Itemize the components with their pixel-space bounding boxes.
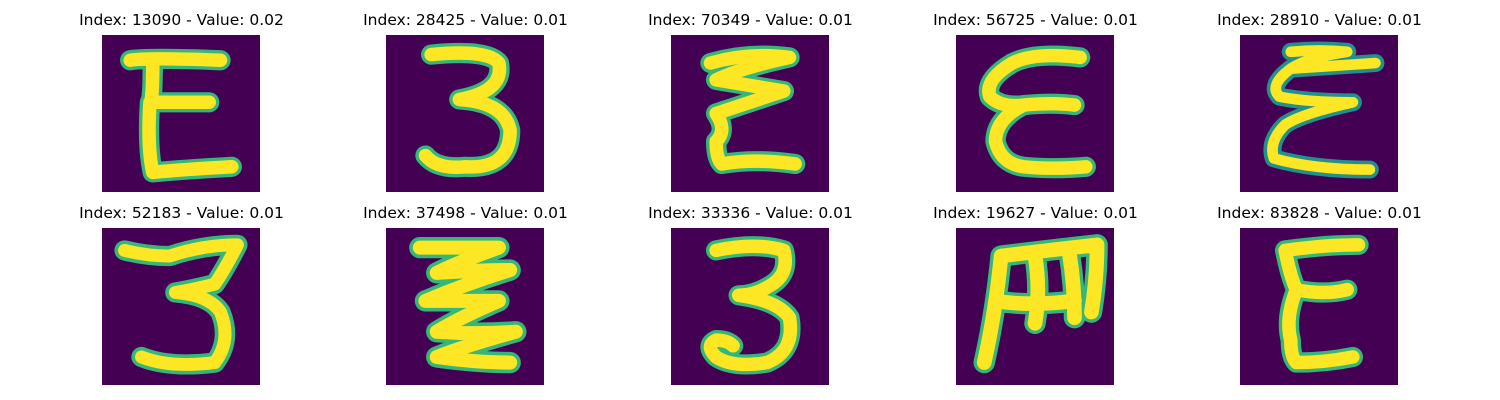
panel-title: Index: 28425 - Value: 0.01: [363, 11, 568, 29]
digit-image: [1240, 228, 1398, 385]
digit-image: [386, 228, 544, 385]
panel-title: Index: 37498 - Value: 0.01: [363, 204, 568, 222]
panel-3: Index: 70349 - Value: 0.01: [608, 0, 893, 192]
panel-title: Index: 52183 - Value: 0.01: [79, 204, 284, 222]
digit-image: [1240, 35, 1398, 192]
panel-title: Index: 70349 - Value: 0.01: [648, 11, 853, 29]
digit-image: [671, 35, 829, 192]
panel-7: Index: 37498 - Value: 0.01: [323, 193, 608, 385]
panel-6: Index: 52183 - Value: 0.01: [39, 193, 324, 385]
digit-image: [956, 228, 1114, 385]
digit-image: [671, 228, 829, 385]
panel-title: Index: 56725 - Value: 0.01: [933, 11, 1138, 29]
digit-image: [956, 35, 1114, 192]
panel-10: Index: 83828 - Value: 0.01: [1177, 193, 1462, 385]
panel-title: Index: 28910 - Value: 0.01: [1217, 11, 1422, 29]
panel-1: Index: 13090 - Value: 0.02: [39, 0, 324, 192]
panel-5: Index: 28910 - Value: 0.01: [1177, 0, 1462, 192]
panel-title: Index: 13090 - Value: 0.02: [79, 11, 284, 29]
panel-4: Index: 56725 - Value: 0.01: [893, 0, 1178, 192]
digit-image: [102, 228, 260, 385]
panel-title: Index: 83828 - Value: 0.01: [1217, 204, 1422, 222]
panel-title: Index: 19627 - Value: 0.01: [933, 204, 1138, 222]
panel-title: Index: 33336 - Value: 0.01: [648, 204, 853, 222]
panel-2: Index: 28425 - Value: 0.01: [323, 0, 608, 192]
digit-image: [102, 35, 260, 192]
panel-9: Index: 19627 - Value: 0.01: [893, 193, 1178, 385]
digit-image: [386, 35, 544, 192]
panel-8: Index: 33336 - Value: 0.01: [608, 193, 893, 385]
